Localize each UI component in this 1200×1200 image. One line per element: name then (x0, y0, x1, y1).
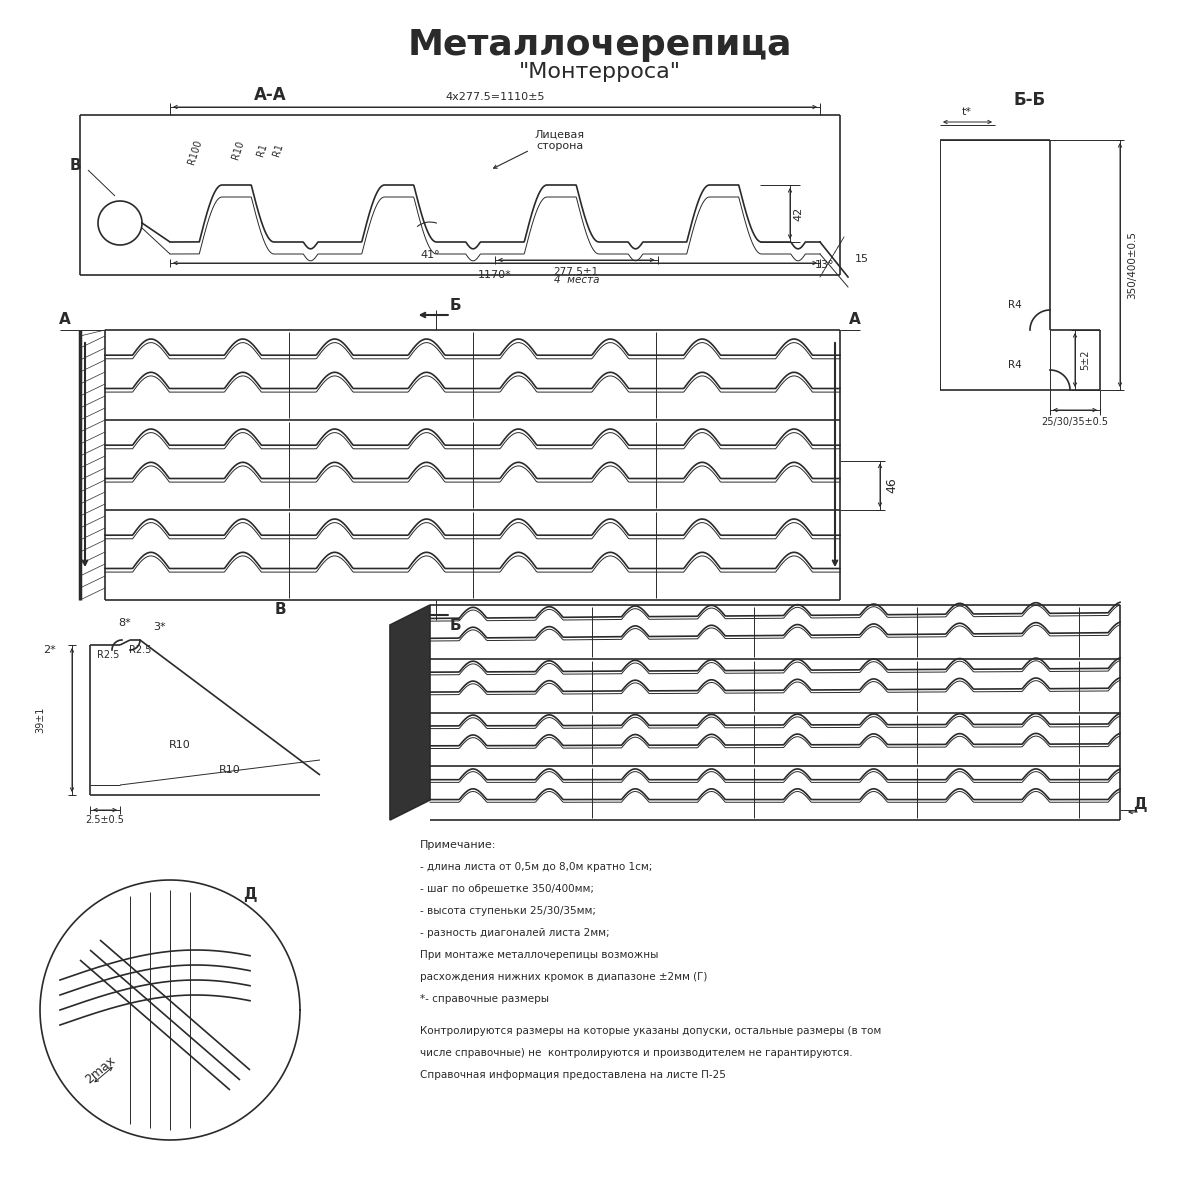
Text: 15: 15 (854, 254, 869, 264)
Text: R1: R1 (271, 143, 284, 157)
Text: R10: R10 (169, 740, 191, 750)
Text: R100: R100 (186, 138, 204, 166)
Text: 4x277.5=1110±5: 4x277.5=1110±5 (445, 92, 545, 102)
Text: Металлочерепица: Металлочерепица (408, 28, 792, 62)
Text: А: А (59, 312, 71, 328)
Text: В: В (70, 157, 80, 173)
Text: "Монтерроса": "Монтерроса" (520, 62, 682, 82)
Text: R4: R4 (1008, 300, 1022, 310)
Text: 2max: 2max (83, 1054, 118, 1086)
Text: 5±2: 5±2 (1080, 349, 1090, 371)
Text: 13°: 13° (815, 260, 835, 270)
Text: 8*: 8* (119, 618, 131, 628)
Text: расхождения нижних кромок в диапазоне ±2мм (Г): расхождения нижних кромок в диапазоне ±2… (420, 972, 707, 982)
Text: 39±1: 39±1 (35, 707, 46, 733)
Text: Примечание:: Примечание: (420, 840, 497, 850)
Text: Б: Б (450, 298, 462, 312)
Text: R2.5: R2.5 (128, 646, 151, 655)
Text: R1: R1 (256, 143, 269, 157)
Text: При монтаже металлочерепицы возможны: При монтаже металлочерепицы возможны (420, 950, 659, 960)
Text: - шаг по обрешетке 350/400мм;: - шаг по обрешетке 350/400мм; (420, 884, 594, 894)
Text: R10: R10 (220, 766, 241, 775)
Text: 4  места: 4 места (553, 275, 599, 284)
Text: 42: 42 (793, 206, 803, 221)
Text: R10: R10 (230, 139, 246, 161)
Text: 277.5±1: 277.5±1 (553, 266, 599, 277)
Text: *- справочные размеры: *- справочные размеры (420, 994, 550, 1004)
Text: 1170*: 1170* (478, 270, 512, 280)
Text: Д: Д (244, 888, 257, 902)
Text: В: В (274, 602, 286, 618)
Text: Б-Б: Б-Б (1014, 91, 1046, 109)
Text: 46: 46 (886, 478, 899, 493)
Text: - разность диагоналей листа 2мм;: - разность диагоналей листа 2мм; (420, 928, 610, 938)
Text: 3*: 3* (154, 622, 167, 632)
Text: Б: Б (450, 618, 462, 632)
Text: - высота ступеньки 25/30/35мм;: - высота ступеньки 25/30/35мм; (420, 906, 596, 916)
Text: Лицевая
сторона: Лицевая сторона (535, 130, 586, 151)
Text: R4: R4 (1008, 360, 1022, 370)
Text: 41°: 41° (420, 250, 440, 260)
Polygon shape (390, 605, 430, 820)
Text: 350/400±0.5: 350/400±0.5 (1127, 230, 1138, 299)
Text: t*: t* (962, 107, 972, 116)
Text: 2.5±0.5: 2.5±0.5 (85, 815, 125, 826)
Text: числе справочные) не  контролируются и производителем не гарантируются.: числе справочные) не контролируются и пр… (420, 1048, 853, 1058)
Text: 2*: 2* (43, 646, 56, 655)
Text: Справочная информация предоставлена на листе П-25: Справочная информация предоставлена на л… (420, 1070, 726, 1080)
Text: - длина листа от 0,5м до 8,0м кратно 1см;: - длина листа от 0,5м до 8,0м кратно 1см… (420, 862, 653, 872)
Text: Контролируются размеры на которые указаны допуски, остальные размеры (в том: Контролируются размеры на которые указан… (420, 1026, 881, 1036)
Text: А: А (850, 312, 860, 328)
Text: R2.5: R2.5 (97, 650, 119, 660)
Text: Д: Д (1133, 798, 1147, 812)
Text: 25/30/35±0.5: 25/30/35±0.5 (1042, 416, 1109, 427)
Text: А-А: А-А (253, 86, 287, 104)
